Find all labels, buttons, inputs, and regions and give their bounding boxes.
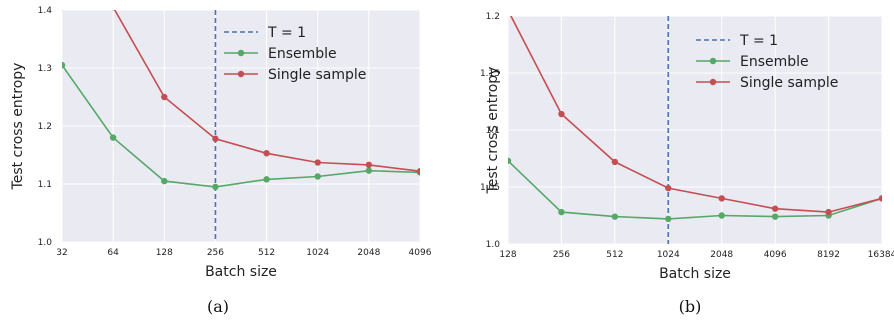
x-tick-label: 16384 — [868, 250, 894, 260]
y-tick-label: 1.05 — [480, 183, 500, 193]
legend-label: T = 1 — [739, 33, 778, 49]
y-tick-label: 1.2 — [486, 12, 500, 22]
legend-swatch-marker — [709, 57, 717, 65]
y-tick-label: 1.0 — [38, 238, 53, 248]
legend-label: Single sample — [268, 67, 366, 83]
legend-swatch-marker — [237, 70, 245, 78]
x-tick-label: 128 — [499, 250, 516, 260]
x-tick-label: 2048 — [710, 250, 733, 260]
x-tick-label: 256 — [207, 248, 224, 258]
data-point — [161, 177, 168, 185]
x-tick-label: 1024 — [306, 248, 329, 258]
data-point — [611, 213, 619, 220]
plot-marks — [505, 7, 882, 244]
y-tick-label: 1.3 — [38, 64, 52, 74]
data-point — [665, 215, 672, 223]
x-tick-label: 4096 — [764, 250, 787, 260]
x-tick-label: 512 — [258, 248, 275, 258]
data-point — [263, 176, 270, 183]
y-tick-label: 1.1 — [486, 126, 500, 136]
data-point — [505, 7, 511, 13]
legend-label: Ensemble — [268, 46, 337, 62]
chart-panel-b: 128 256 512 1024 2048 4096 8192 16384 1.0 1.05 1.1… — [480, 7, 894, 316]
y-tick-label: 1.4 — [38, 6, 53, 16]
y-tick-label: 1.1 — [38, 180, 52, 190]
data-point — [558, 208, 565, 216]
data-point — [416, 168, 420, 175]
series-line-single-sample — [113, 10, 420, 172]
y-tick-label: 1.2 — [38, 122, 52, 132]
x-tick-label: 256 — [553, 250, 570, 260]
data-point — [365, 167, 373, 174]
y-axis-label: Test cross entropy — [10, 63, 26, 191]
legend-swatch-marker — [709, 78, 717, 86]
x-tick-label: 4096 — [409, 248, 432, 258]
legend-label: Ensemble — [740, 54, 809, 70]
x-tick-label: 8192 — [817, 250, 840, 260]
data-point — [718, 195, 725, 202]
x-tick-label: 128 — [156, 248, 173, 258]
data-point — [878, 195, 882, 202]
data-point — [263, 150, 270, 157]
data-point — [558, 110, 565, 118]
series-line-ensemble — [62, 64, 420, 188]
data-point — [212, 135, 219, 142]
series-line-single-sample — [510, 16, 882, 213]
y-tick-label: 1.0 — [486, 240, 501, 250]
x-tick-label: 64 — [107, 248, 119, 258]
legend-swatch-marker — [237, 49, 245, 57]
x-axis-label: Batch size — [659, 266, 731, 282]
legend-label: T = 1 — [267, 25, 306, 41]
data-point — [771, 213, 779, 220]
x-tick-label: 1024 — [657, 250, 680, 260]
y-axis-label: Test cross entropy — [485, 67, 501, 195]
data-point — [212, 183, 219, 191]
data-point — [365, 161, 373, 169]
data-point — [611, 158, 619, 166]
data-point — [665, 184, 672, 192]
data-point — [825, 208, 832, 216]
y-tick-label: 1.15 — [480, 69, 500, 79]
data-point — [62, 10, 64, 11]
data-point — [161, 93, 168, 101]
data-point — [314, 159, 321, 166]
x-tick-label: 32 — [56, 248, 67, 258]
chart-panel-a: 32 64 128 256 512 1024 2048 4096 1.0 1.1 1.2 1.3 1.4… — [10, 6, 432, 316]
plot-marks — [62, 10, 420, 242]
data-point — [111, 10, 115, 11]
data-point — [718, 212, 725, 219]
panel-caption: (a) — [207, 297, 229, 316]
data-point — [62, 61, 66, 69]
x-axis-label: Batch size — [205, 264, 277, 280]
data-point — [508, 157, 512, 164]
data-point — [314, 173, 321, 180]
x-tick-label: 2048 — [357, 248, 380, 258]
data-point — [771, 205, 779, 212]
data-point — [109, 134, 117, 141]
panel-caption: (b) — [679, 297, 702, 316]
series-line-ensemble — [508, 160, 882, 220]
x-tick-label: 512 — [606, 250, 623, 260]
legend-label: Single sample — [740, 75, 838, 91]
